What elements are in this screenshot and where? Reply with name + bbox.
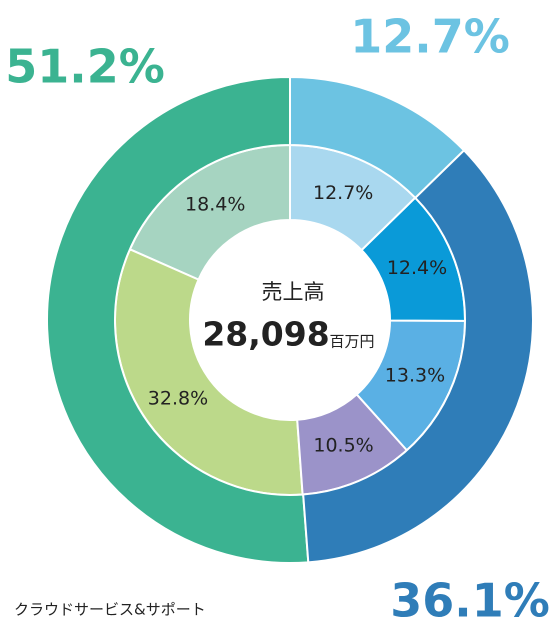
segment-label: 18.4%	[185, 194, 245, 216]
segment-label: 12.7%	[350, 10, 510, 64]
segment-label: 13.3%	[385, 365, 445, 387]
segment-label: 10.5%	[313, 435, 373, 457]
segment-label: 51.2%	[5, 40, 165, 94]
center-unit: 百万円	[329, 333, 374, 351]
donut-segment	[289, 75, 466, 200]
donut-segment	[46, 75, 310, 564]
annotation: クラウドサービス&サポート	[14, 601, 206, 619]
center-value: 28,098	[202, 315, 329, 354]
center-title: 売上高	[262, 280, 325, 304]
donut-segment	[302, 148, 534, 564]
segment-label: 32.8%	[148, 387, 208, 409]
segment-label: 12.7%	[313, 182, 373, 204]
segment-label: 36.1%	[390, 574, 550, 627]
segment-label: 12.4%	[387, 257, 447, 279]
